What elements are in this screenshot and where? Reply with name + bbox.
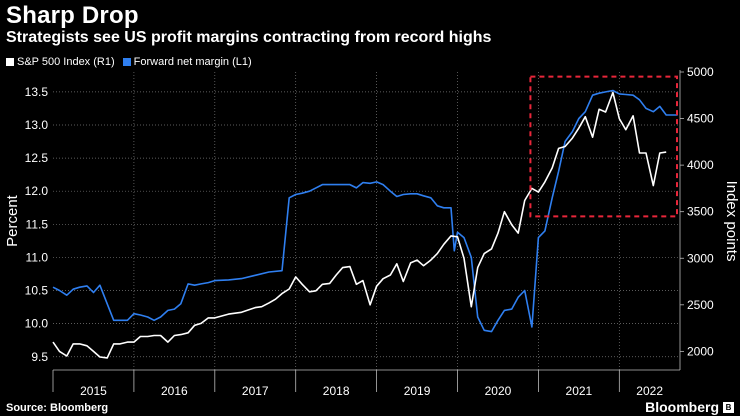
x-tick-label: 2021 (566, 384, 593, 398)
x-tick-label: 2017 (242, 384, 269, 398)
right-tick-label: 2500 (687, 298, 714, 312)
chart-subtitle: Strategists see US profit margins contra… (6, 29, 492, 46)
x-tick-label: 2018 (323, 384, 350, 398)
brand-name: Bloomberg (645, 399, 719, 415)
legend-label-margin: Forward net margin (L1) (133, 56, 252, 68)
bloomberg-logo-icon: B (723, 401, 734, 413)
left-tick-label: 10.0 (25, 317, 49, 331)
legend-item-margin: Forward net margin (L1) (122, 56, 252, 68)
legend-swatch-spx (6, 58, 14, 66)
left-tick-label: 12.0 (25, 184, 49, 198)
right-axis-title: Index points (723, 181, 740, 262)
brand-mark: Bloomberg B (645, 399, 734, 415)
x-tick-label: 2016 (161, 384, 188, 398)
right-tick-label: 3000 (687, 251, 714, 265)
legend-label-spx: S&P 500 Index (R1) (17, 56, 115, 68)
series-line-forward-net-margin (52, 89, 678, 333)
series-line-spx (52, 91, 667, 359)
highlight-box (529, 75, 679, 218)
source-note: Source: Bloomberg (6, 402, 109, 414)
left-tick-label: 13.5 (25, 85, 49, 99)
right-tick-label: 2000 (687, 344, 714, 358)
x-tick-label: 2020 (485, 384, 512, 398)
chart-title: Sharp Drop (6, 2, 139, 29)
x-tick-label: 2019 (404, 384, 431, 398)
right-tick-label: 3500 (687, 205, 714, 219)
left-axis-title: Percent (4, 194, 21, 247)
x-tick-label: 2022 (636, 384, 663, 398)
left-tick-label: 9.5 (31, 350, 48, 364)
right-tick-label: 5000 (687, 65, 714, 79)
left-tick-label: 13.0 (25, 118, 49, 132)
legend-swatch-margin (122, 58, 131, 66)
right-tick-label: 4500 (687, 112, 714, 126)
right-tick-label: 4000 (687, 158, 714, 172)
left-tick-label: 11.5 (26, 217, 49, 231)
left-tick-label: 10.5 (25, 284, 49, 298)
x-tick-label: 2015 (80, 384, 107, 398)
legend: S&P 500 Index (R1) Forward net margin (L… (6, 56, 252, 68)
left-tick-label: 11.0 (26, 250, 49, 264)
legend-item-spx: S&P 500 Index (R1) (6, 56, 115, 68)
left-tick-label: 12.5 (25, 151, 49, 165)
